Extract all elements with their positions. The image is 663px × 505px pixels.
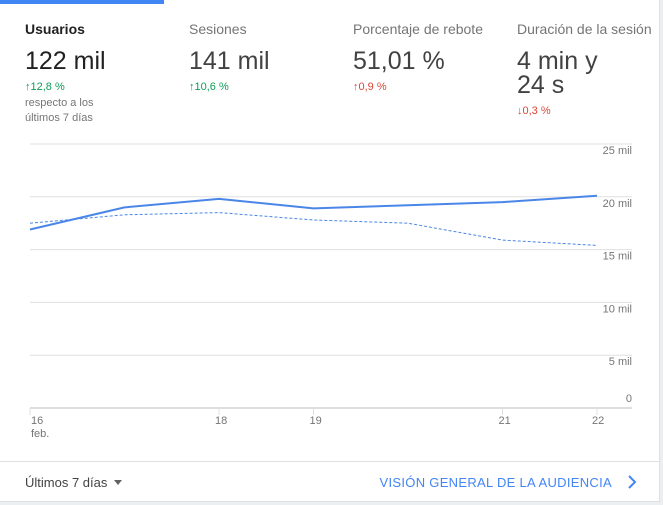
active-tab-indicator — [0, 0, 164, 4]
users-line-chart: 0 5 mil 10 mil 15 mil 20 mil 25 mil 16 18 19 21 22… — [29, 143, 632, 440]
y-tick-label: 0 — [626, 393, 632, 405]
metric-label: Porcentaje de rebote — [353, 21, 483, 37]
metric-change: ↑0,9 % — [353, 81, 387, 93]
metric-label: Sesiones — [189, 21, 247, 37]
metric-label: Usuarios — [25, 21, 85, 37]
metric-change: ↓0,3 % — [517, 105, 551, 117]
x-month-label: feb. — [31, 428, 49, 440]
x-tick-label: 16 — [31, 415, 43, 427]
date-range-dropdown[interactable]: Últimos 7 días — [25, 475, 123, 490]
y-tick-label: 15 mil — [603, 251, 632, 263]
previous-period-line — [29, 212, 598, 246]
y-tick-label: 20 mil — [603, 198, 632, 210]
metric-tab-users[interactable]: Usuarios 122 mil ↑12,8 % respecto a los … — [25, 21, 185, 126]
audience-overview-link[interactable]: VISIÓN GENERAL DE LA AUDIENCIA — [379, 475, 612, 490]
metric-value: 122 mil — [25, 47, 106, 75]
card-footer: Últimos 7 días VISIÓN GENERAL DE LA AUDI… — [0, 461, 660, 502]
metric-value: 141 mil — [189, 47, 270, 75]
x-tick-label: 18 — [215, 415, 227, 427]
y-tick-label: 25 mil — [603, 145, 632, 157]
metric-change: ↑10,6 % — [189, 81, 229, 93]
date-range-label: Últimos 7 días — [25, 475, 108, 490]
y-tick-label: 5 mil — [609, 356, 632, 368]
metric-tab-bounce-rate[interactable]: Porcentaje de rebote 51,01 % ↑0,9 % — [353, 21, 513, 93]
current-period-line — [29, 194, 598, 231]
metric-label: Duración de la sesión — [517, 21, 652, 37]
y-tick-label: 10 mil — [603, 303, 632, 315]
caret-down-icon — [114, 480, 123, 485]
metric-compare-text: respecto a los últimos 7 días — [25, 97, 94, 124]
x-tick-label: 22 — [592, 415, 604, 427]
metric-value: 51,01 % — [353, 47, 445, 75]
metric-change: ↑12,8 % — [25, 81, 65, 93]
metric-tab-session-duration[interactable]: Duración de la sesión 4 min y 24 s ↓0,3 … — [517, 21, 657, 117]
x-tick-label: 19 — [310, 415, 322, 427]
x-tick-label: 21 — [499, 415, 511, 427]
chevron-right-icon[interactable] — [626, 473, 638, 491]
metric-tab-sessions[interactable]: Sesiones 141 mil ↑10,6 % — [189, 21, 349, 93]
metric-value: 4 min y 24 s — [517, 47, 598, 99]
